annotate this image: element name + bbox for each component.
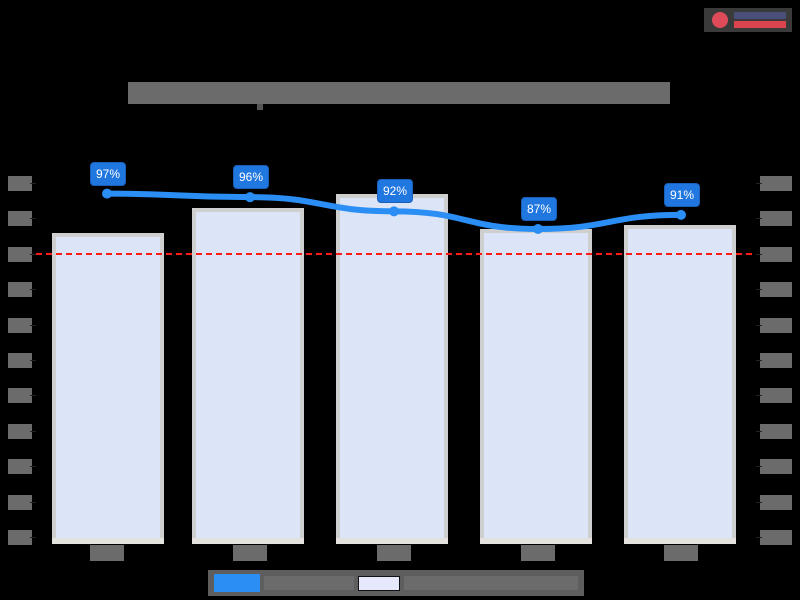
left-tick-label: 70	[8, 282, 32, 298]
right-tick-label	[760, 282, 792, 298]
right-tick-label	[760, 211, 792, 227]
bar[interactable]	[192, 207, 304, 544]
logo-text-bottom	[734, 21, 786, 28]
legend-swatch-line[interactable]	[214, 574, 260, 592]
tick-mark	[30, 183, 36, 184]
tick-mark	[30, 430, 36, 432]
right-tick-label	[760, 317, 792, 333]
bar[interactable]	[624, 225, 736, 544]
tick-mark	[30, 289, 36, 291]
legend: [obscured] [obscured]	[208, 570, 584, 596]
tick-mark	[30, 537, 36, 538]
data-point[interactable]	[245, 192, 255, 203]
tick-mark	[756, 537, 762, 538]
logo-text-top	[734, 12, 786, 19]
left-tick-label: 0	[8, 530, 32, 545]
right-tick-label	[760, 423, 792, 439]
right-tick-label	[760, 530, 792, 545]
legend-label-line[interactable]: [obscured]	[264, 576, 354, 590]
data-point[interactable]	[533, 224, 543, 235]
tick-mark	[756, 430, 762, 432]
right-tick-label	[760, 459, 792, 475]
right-tick-label	[760, 246, 792, 262]
right-tick-label	[760, 176, 792, 191]
tick-mark	[756, 395, 762, 397]
x-tick-label: 2020	[90, 545, 124, 561]
tick-mark	[756, 218, 762, 220]
data-label: 97%	[90, 161, 126, 186]
data-label: 96%	[233, 165, 269, 190]
tick-mark	[756, 324, 762, 326]
tick-mark	[30, 395, 36, 397]
tick-mark	[30, 466, 36, 468]
data-point[interactable]	[102, 188, 112, 199]
tick-mark	[756, 289, 762, 291]
tick-mark	[756, 183, 762, 184]
tick-mark	[756, 360, 762, 361]
data-label: 92%	[377, 179, 413, 204]
legend-swatch-bar[interactable]	[358, 576, 400, 591]
x-tick-label: 2022	[377, 545, 411, 561]
tick-mark	[756, 253, 762, 255]
left-tick-label: 30	[8, 423, 32, 439]
tick-mark	[30, 324, 36, 326]
left-tick-label: 40	[8, 388, 32, 404]
x-tick-label: 2024	[664, 545, 698, 561]
left-tick-label: 10	[8, 494, 32, 510]
left-tick-label: 100	[8, 176, 32, 191]
legend-label-bar[interactable]: [obscured]	[404, 576, 578, 590]
left-tick-label: 90	[8, 211, 32, 227]
data-point[interactable]	[389, 206, 399, 217]
logo-icon	[712, 12, 728, 28]
right-tick-label	[760, 494, 792, 510]
x-tick-label: 2021	[233, 545, 267, 561]
tick-mark	[756, 501, 762, 503]
bar[interactable]	[480, 229, 592, 544]
left-tick-label: 50	[8, 353, 32, 368]
data-label: 87%	[521, 197, 557, 222]
tick-mark	[30, 253, 36, 255]
reference-line	[36, 253, 752, 255]
chart-title: [text obscured]	[128, 82, 670, 104]
right-tick-label	[760, 388, 792, 404]
brand-logo	[704, 8, 792, 32]
data-label: 91%	[664, 182, 700, 207]
left-tick-label: 80	[8, 246, 32, 262]
tick-mark	[30, 501, 36, 503]
tick-mark	[756, 466, 762, 468]
data-point[interactable]	[676, 209, 686, 220]
x-tick-label: 2023	[521, 545, 555, 561]
tick-mark	[30, 360, 36, 361]
tick-mark	[30, 218, 36, 220]
right-tick-label	[760, 353, 792, 368]
left-tick-label: 60	[8, 317, 32, 333]
left-tick-label: 20	[8, 459, 32, 475]
bar[interactable]	[52, 232, 164, 544]
title-descender	[257, 104, 263, 110]
